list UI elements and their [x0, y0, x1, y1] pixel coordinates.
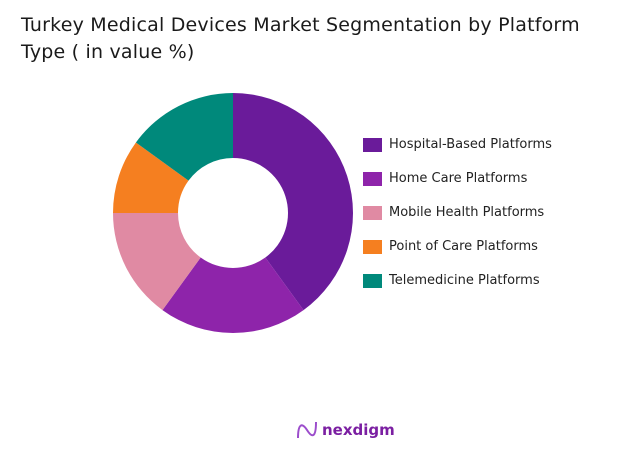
legend-item: Mobile Health Platforms — [363, 205, 544, 220]
legend-label: Telemedicine Platforms — [389, 273, 540, 288]
donut-slice-telemedicine-platforms — [135, 93, 233, 181]
chart-title: Turkey Medical Devices Market Segmentati… — [21, 14, 580, 63]
donut-slice-mobile-health-platforms — [113, 213, 201, 311]
nexdigm-logo: nexdigm — [296, 420, 395, 440]
legend-label: Mobile Health Platforms — [389, 205, 545, 220]
legend-item: Point of Care Platforms — [363, 239, 538, 254]
donut-slice-hospital-based-platforms — [233, 93, 354, 311]
logo-wave-icon — [297, 421, 317, 439]
legend-label: Home Care Platforms — [389, 171, 528, 186]
legend-swatch — [363, 273, 382, 288]
legend-item: Hospital-Based Platforms — [363, 137, 552, 152]
legend-swatch — [363, 205, 382, 220]
legend-label: Hospital-Based Platforms — [389, 137, 552, 152]
donut-slice-home-care-platforms — [162, 257, 304, 333]
legend-swatch — [363, 239, 382, 254]
legend-swatch — [363, 171, 382, 186]
donut-slice-point-of-care-platforms — [113, 142, 189, 213]
legend-item: Telemedicine Platforms — [363, 273, 540, 288]
legend-label: Point of Care Platforms — [389, 239, 538, 254]
legend-swatch — [363, 137, 382, 152]
logo-text: nexdigm — [322, 421, 395, 439]
legend-item: Home Care Platforms — [363, 171, 527, 186]
